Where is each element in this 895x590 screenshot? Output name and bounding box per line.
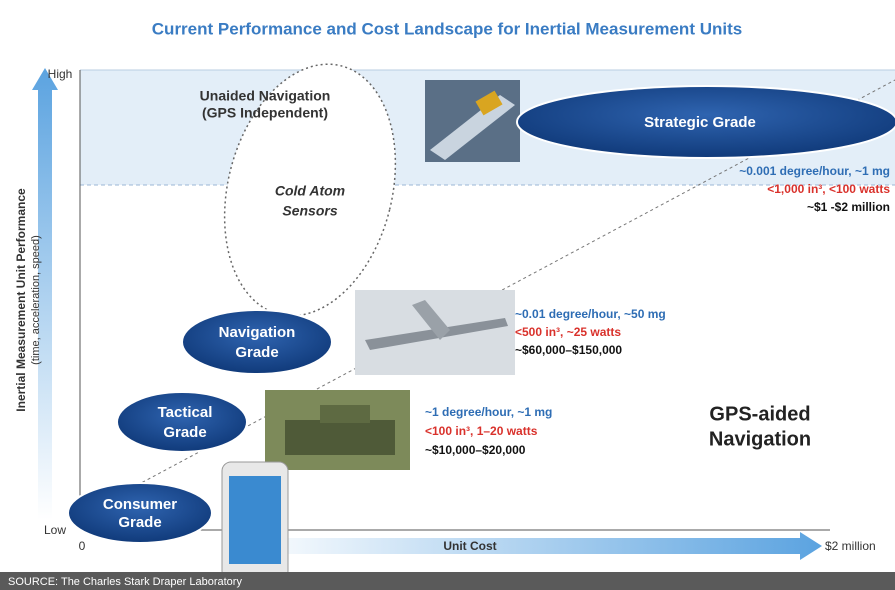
cold-atom-label: Sensors xyxy=(282,203,337,219)
grade-label: Grade xyxy=(163,424,206,441)
source: SOURCE: The Charles Stark Draper Laborat… xyxy=(8,576,242,588)
spec-size-power: <100 in³, 1–20 watts xyxy=(425,424,538,438)
tank-image xyxy=(265,390,410,470)
spec-performance: ~1 degree/hour, ~1 mg xyxy=(425,405,552,419)
cold-atom-label: Cold Atom xyxy=(275,183,345,199)
unaided-label: Unaided Navigation xyxy=(200,88,331,104)
tactical-grade xyxy=(116,391,248,453)
x-end: $2 million xyxy=(825,539,876,553)
source-bar xyxy=(0,572,895,590)
y-arrow xyxy=(32,68,58,520)
x-arrow xyxy=(240,532,822,560)
y-subtitle: (time, acceleration, speed) xyxy=(30,235,42,365)
grade-label: Tactical xyxy=(158,404,213,421)
y-title: Inertial Measurement Unit Performance xyxy=(14,188,28,412)
spec-cost: ~$10,000–$20,000 xyxy=(425,443,526,457)
spec-cost: ~$60,000–$150,000 xyxy=(515,343,622,357)
gps-aided-label: Navigation xyxy=(709,428,811,450)
x-title: Unit Cost xyxy=(443,539,496,553)
strategic-grade xyxy=(516,85,895,159)
spec-cost: ~$1 -$2 million xyxy=(807,200,890,214)
phone-image xyxy=(221,461,289,581)
consumer-grade xyxy=(67,482,213,544)
grade-label: Grade xyxy=(235,344,278,361)
gps-aided-label: GPS-aided xyxy=(709,403,810,425)
navigation-grade xyxy=(181,309,333,375)
spec-size-power: <1,000 in³, <100 watts xyxy=(767,182,890,196)
spec-size-power: <500 in³, ~25 watts xyxy=(515,325,621,339)
grade-label: Strategic Grade xyxy=(644,114,756,131)
spec-performance: ~0.01 degree/hour, ~50 mg xyxy=(515,307,666,321)
satellite-image xyxy=(425,80,520,162)
grade-label: Navigation xyxy=(219,324,296,341)
grade-label: Consumer xyxy=(103,496,177,513)
y-low: Low xyxy=(44,523,66,537)
y-high: High xyxy=(48,67,73,81)
drone-image xyxy=(355,290,515,375)
spec-performance: ~0.001 degree/hour, ~1 mg xyxy=(739,164,890,178)
unaided-label: (GPS Independent) xyxy=(202,105,328,121)
x-start: 0 xyxy=(79,539,86,553)
grade-label: Grade xyxy=(118,514,161,531)
title: Current Performance and Cost Landscape f… xyxy=(152,19,742,38)
